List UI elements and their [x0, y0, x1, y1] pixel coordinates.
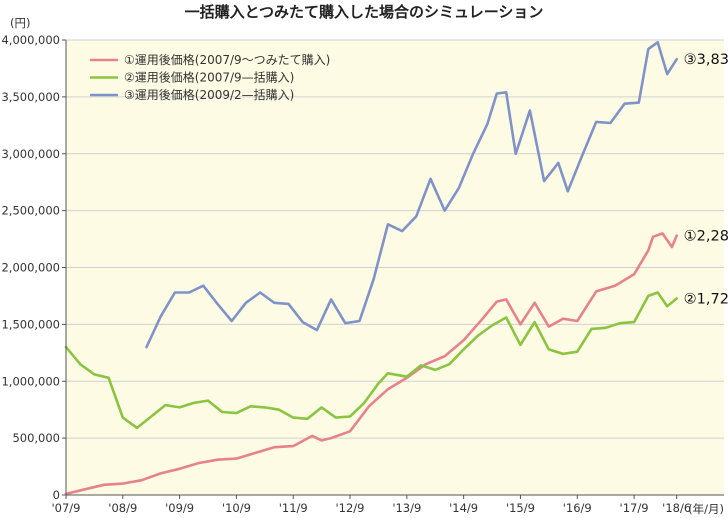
end-value-label-2: ②1,727,416 [684, 292, 728, 308]
y-tick-label: 1,500,000 [1, 317, 60, 331]
series-line-3 [145, 40, 679, 349]
legend-label-2: ②運用後価格(2007/9—括購入) [124, 70, 294, 85]
legend-label-1: ①運用後価格(2007/9〜つみたて購入) [124, 52, 330, 67]
x-tick-label: '17/9 [620, 501, 649, 515]
series-line-2 [64, 291, 679, 430]
x-tick-label: '13/9 [392, 501, 421, 515]
x-tick-label: '15/9 [506, 501, 535, 515]
y-tick-label: 500,000 [12, 431, 60, 445]
x-axis-unit-label: (年/月) [688, 502, 724, 516]
x-tick-label: '11/9 [279, 501, 308, 515]
x-tick-label: '14/9 [449, 501, 478, 515]
x-tick-label: '09/9 [165, 501, 194, 515]
y-tick-label: 0 [53, 488, 60, 502]
x-tick-label: '08/9 [108, 501, 137, 515]
legend-label-3: ③運用後価格(2009/2—括購入) [124, 87, 294, 102]
end-labels: ①2,280,339 ②1,727,416 ③3,831,165 [684, 52, 728, 307]
end-value-label-1: ①2,280,339 [684, 229, 728, 245]
chart-title: 一括購入とつみたて購入した場合のシミュレーション [185, 3, 544, 21]
x-axis-ticks: '07/9 '08/9 '09/9 '10/9 '11/9 '12/9 '13/9 '14/9… [52, 495, 691, 515]
x-tick-label: '12/9 [336, 501, 365, 515]
gridlines [66, 39, 724, 439]
legend: ①運用後価格(2007/9〜つみたて購入) ②運用後価格(2007/9—括購入) ③… [90, 52, 330, 102]
x-tick-label: '18/6 [662, 501, 691, 515]
y-tick-label: 3,500,000 [1, 90, 60, 104]
x-tick-label: '16/9 [563, 501, 592, 515]
series-lines [64, 40, 679, 496]
x-tick-label: '10/9 [222, 501, 251, 515]
y-tick-label: 3,000,000 [1, 147, 60, 161]
y-tick-label: 2,500,000 [1, 204, 60, 218]
y-tick-label: 1,000,000 [1, 374, 60, 388]
y-axis-ticks: 0 500,000 1,000,000 1,500,000 2,000,000 2,500… [1, 33, 66, 502]
y-axis-unit-label: (円) [10, 16, 30, 30]
x-tick-label: '07/9 [52, 501, 81, 515]
y-tick-label: 2,000,000 [1, 261, 60, 275]
end-value-label-3: ③3,831,165 [684, 52, 728, 68]
y-tick-label: 4,000,000 [1, 33, 60, 47]
